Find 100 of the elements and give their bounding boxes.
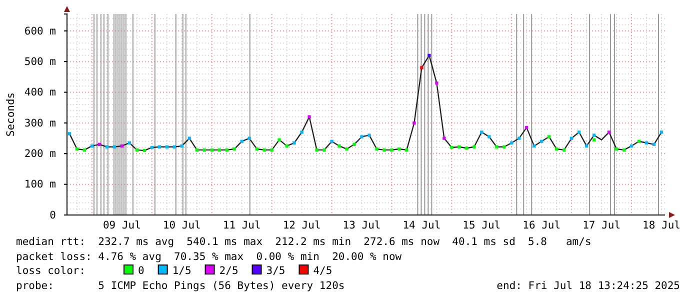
text: packet loss: 4.76 % avg 70.35 % max 0.00 % min 20.00 % now (16, 251, 402, 263)
point (368, 134, 371, 137)
point (480, 130, 484, 134)
point (112, 145, 116, 148)
point (360, 135, 364, 138)
point (218, 148, 221, 152)
point (75, 147, 79, 151)
point (450, 146, 454, 150)
legend-label: 2/5 (219, 265, 238, 277)
point (644, 141, 648, 144)
y-tick-label: 400 m (24, 86, 56, 99)
point (570, 136, 574, 140)
legend-label: 3/5 (266, 265, 286, 277)
point (555, 147, 558, 151)
point (232, 147, 236, 151)
y-tick-label: 600 m (24, 25, 56, 38)
point (495, 145, 498, 148)
point (188, 136, 191, 140)
point (472, 145, 476, 148)
x-tick-label: 09 Jul (102, 219, 141, 232)
x-tick-label: 10 Jul (162, 219, 201, 232)
point (128, 141, 132, 144)
x-tick-label: 16 Jul (522, 219, 561, 232)
point (165, 145, 168, 148)
point (518, 136, 521, 140)
point (172, 145, 176, 148)
point (195, 148, 198, 152)
y-tick-label: 0 (50, 209, 56, 222)
point (442, 136, 446, 140)
point (352, 142, 356, 146)
point (607, 130, 611, 134)
point (338, 144, 341, 148)
point (637, 140, 641, 143)
text: probe: 5 ICMP Echo Pings (56 Bytes) every 120s (16, 280, 345, 292)
point (435, 81, 438, 85)
x-tick-label: 12 Jul (282, 219, 321, 232)
legend-label: 1/5 (172, 265, 192, 277)
point (577, 130, 581, 134)
point (98, 142, 102, 146)
point (300, 130, 304, 134)
x-tick-label: 15 Jul (462, 219, 501, 232)
y-tick-label: 100 m (24, 178, 56, 191)
point (622, 148, 626, 152)
point (660, 130, 664, 134)
y-tick-label: 200 m (24, 148, 56, 160)
y-tick-label: 500 m (24, 56, 56, 68)
point (458, 145, 461, 148)
point (240, 140, 244, 143)
point (82, 148, 86, 152)
point (225, 148, 228, 152)
text: end: Fri Jul 18 13:24:25 2025 (496, 280, 680, 292)
point (270, 148, 274, 152)
point (255, 147, 258, 151)
legend-label: 0 (138, 265, 144, 277)
point (652, 142, 656, 146)
x-tick-label: 17 Jul (582, 219, 621, 232)
point (614, 147, 618, 151)
point (405, 148, 408, 152)
point (510, 141, 514, 144)
point (532, 144, 536, 148)
point (562, 148, 566, 152)
point (180, 144, 184, 148)
point (525, 126, 528, 130)
point (315, 148, 318, 152)
point (105, 145, 109, 148)
point (382, 148, 386, 152)
point (420, 66, 424, 70)
point (375, 147, 378, 151)
x-tick-label: 18 Jul (642, 219, 680, 232)
point (592, 138, 596, 142)
point (120, 144, 124, 148)
point (285, 144, 288, 148)
point (248, 136, 251, 140)
point (135, 148, 139, 152)
point (502, 145, 506, 148)
point (202, 148, 206, 152)
text: median rtt: 232.7 ms avg 540.1 ms max 212.2 ms min 272.6 ms now 40.1 ms sd 5.8 am/s (16, 236, 592, 248)
point (322, 148, 326, 152)
point (292, 141, 296, 144)
point (488, 135, 491, 138)
x-tick-label: 11 Jul (222, 219, 261, 232)
x-tick-label: 14 Jul (402, 219, 441, 232)
point (345, 147, 348, 151)
legend-label: 4/5 (313, 265, 332, 277)
point (68, 132, 72, 136)
point (330, 140, 334, 143)
legend-title: loss color: (16, 265, 86, 277)
point (262, 148, 266, 152)
point (390, 148, 394, 152)
point (465, 146, 468, 150)
point (90, 144, 94, 148)
line-series (68, 54, 662, 152)
point (584, 144, 588, 148)
point (210, 148, 214, 152)
point (630, 144, 634, 148)
point (592, 134, 596, 137)
point (428, 54, 431, 58)
point (540, 140, 544, 143)
point (278, 138, 281, 142)
point (398, 147, 401, 151)
